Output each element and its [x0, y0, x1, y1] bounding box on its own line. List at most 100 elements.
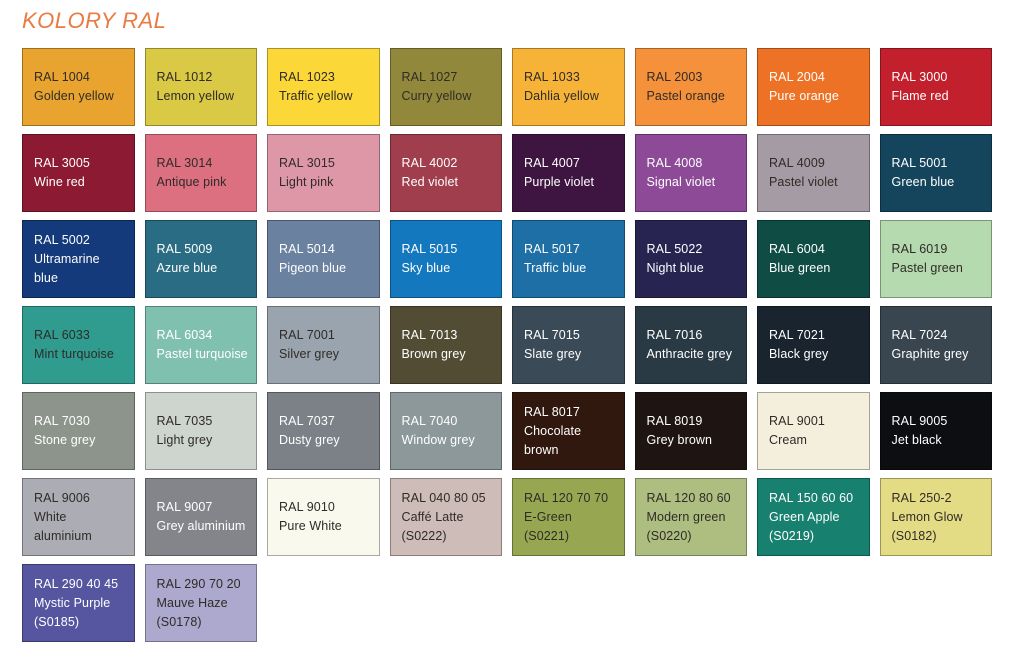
- swatch-code: RAL 7037: [279, 414, 335, 428]
- swatch-name: Pure orange: [769, 89, 839, 103]
- swatch-ral-9010: RAL 9010 Pure White: [267, 478, 380, 556]
- swatch-name: Caffé Latte: [401, 509, 464, 524]
- swatch-sub: (S0221): [524, 528, 570, 543]
- swatch-ral-1027: RAL 1027 Curry yellow: [389, 48, 502, 126]
- swatch-name: Traffic yellow: [279, 89, 353, 103]
- swatch-ral-7037: RAL 7037 Dusty grey: [267, 392, 380, 470]
- swatch-name: Night blue: [646, 261, 704, 275]
- swatch-name: Dusty grey: [279, 433, 340, 447]
- swatch-name: Mauve Haze: [156, 595, 228, 610]
- swatch-name: Signal violet: [646, 175, 716, 189]
- swatch-ral-1012: RAL 1012 Lemon yellow: [144, 48, 257, 126]
- swatch-name: Green blue: [891, 175, 955, 189]
- swatch-name: Mystic Purple: [34, 595, 111, 610]
- swatch-ral-2004: RAL 2004 Pure orange: [757, 48, 870, 126]
- swatch-ral-7030: RAL 7030 Stone grey: [22, 392, 135, 470]
- swatch-code: RAL 5014: [279, 242, 335, 256]
- swatch-ral-4007: RAL 4007 Purple violet: [512, 134, 625, 212]
- swatch-sub: (S0220): [646, 528, 692, 543]
- swatch-name: Cream: [769, 433, 808, 447]
- swatch-name: Light pink: [279, 175, 334, 189]
- swatch-sub: (S0185): [34, 614, 80, 629]
- swatch-name: Flame red: [891, 89, 949, 103]
- swatch-ral-7040: RAL 7040 Window grey: [389, 392, 502, 470]
- swatch-sub: (S0182): [891, 528, 937, 543]
- swatch-code: RAL 120 80 60: [646, 490, 731, 505]
- swatch-code: RAL 7015: [524, 328, 580, 342]
- swatch-ral-3005: RAL 3005 Wine red: [22, 134, 135, 212]
- swatch-ral-290-70-20: RAL 290 70 20 Mauve Haze (S0178): [144, 564, 257, 642]
- swatch-ral-7001: RAL 7001 Silver grey: [267, 306, 380, 384]
- swatch-ral-9007: RAL 9007 Grey aluminium: [144, 478, 257, 556]
- swatch-name: Jet black: [891, 433, 942, 447]
- swatch-name: Pastel green: [891, 261, 963, 275]
- swatch-code: RAL 2003: [646, 70, 703, 84]
- swatch-code: RAL 1033: [524, 70, 580, 84]
- swatch-code: RAL 5009: [156, 242, 213, 256]
- swatch-code: RAL 8019: [646, 414, 703, 428]
- swatch-code: RAL 6034: [156, 328, 213, 342]
- swatch-ral-5002: RAL 5002 Ultramarine blue: [22, 220, 135, 298]
- swatch-ral-5015: RAL 5015 Sky blue: [389, 220, 502, 298]
- swatch-ral-250-2: RAL 250-2 Lemon Glow (S0182): [879, 478, 992, 556]
- swatch-code: RAL 7013: [401, 328, 458, 342]
- swatch-code: RAL 5015: [401, 242, 458, 256]
- swatch-ral-6033: RAL 6033 Mint turquoise: [22, 306, 135, 384]
- swatch-ral-5017: RAL 5017 Traffic blue: [512, 220, 625, 298]
- swatch-ral-290-40-45: RAL 290 40 45 Mystic Purple (S0185): [22, 564, 135, 642]
- swatch-name: Grey aluminium: [156, 519, 246, 533]
- swatch-code: RAL 250-2: [891, 490, 952, 505]
- swatch-code: RAL 3014: [156, 156, 213, 170]
- swatch-code: RAL 7030: [34, 414, 90, 428]
- swatch-name: White aluminium: [34, 509, 92, 543]
- swatch-name: Ultramarine blue: [34, 251, 100, 285]
- swatch-ral-3000: RAL 3000 Flame red: [879, 48, 992, 126]
- page-title: KOLORY RAL: [22, 8, 167, 33]
- swatch-code: RAL 120 70 70: [524, 490, 609, 505]
- swatch-ral-7016: RAL 7016 Anthracite grey: [634, 306, 747, 384]
- swatch-code: RAL 6019: [891, 242, 948, 256]
- swatch-ral-3014: RAL 3014 Antique pink: [144, 134, 257, 212]
- swatch-name: Pastel orange: [646, 89, 725, 103]
- swatch-ral-1033: RAL 1033 Dahlia yellow: [512, 48, 625, 126]
- swatch-code: RAL 3015: [279, 156, 335, 170]
- swatch-code: RAL 9006: [34, 490, 90, 505]
- swatch-code: RAL 290 40 45: [34, 576, 119, 591]
- swatch-name: Wine red: [34, 175, 85, 189]
- swatch-code: RAL 1027: [401, 70, 458, 84]
- swatch-name: Sky blue: [401, 261, 451, 275]
- swatch-name: Stone grey: [34, 433, 96, 447]
- swatch-ral-4002: RAL 4002 Red violet: [389, 134, 502, 212]
- swatch-code: RAL 4002: [401, 156, 458, 170]
- swatch-name: Red violet: [401, 175, 459, 189]
- swatch-name: Chocolate brown: [524, 423, 582, 457]
- swatch-name: Lemon yellow: [156, 89, 235, 103]
- swatch-code: RAL 9005: [891, 414, 948, 428]
- swatch-ral-7024: RAL 7024 Graphite grey: [879, 306, 992, 384]
- swatch-ral-6019: RAL 6019 Pastel green: [879, 220, 992, 298]
- swatch-code: RAL 1004: [34, 70, 90, 84]
- swatch-name: Pastel turquoise: [156, 347, 248, 361]
- swatch-ral-150-60-60: RAL 150 60 60 Green Apple (S0219): [757, 478, 870, 556]
- swatch-ral-120-70-70: RAL 120 70 70 E-Green (S0221): [512, 478, 625, 556]
- swatch-sub: (S0219): [769, 528, 815, 543]
- swatch-ral-1023: RAL 1023 Traffic yellow: [267, 48, 380, 126]
- swatch-ral-4009: RAL 4009 Pastel violet: [757, 134, 870, 212]
- swatch-code: RAL 9010: [279, 500, 335, 514]
- swatch-code: RAL 3005: [34, 156, 90, 170]
- swatch-code: RAL 7040: [401, 414, 458, 428]
- swatch-name: Azure blue: [156, 261, 218, 275]
- swatch-grid: RAL 1004 Golden yellow RAL 1012 Lemon ye…: [22, 48, 992, 642]
- swatch-code: RAL 3000: [891, 70, 948, 84]
- swatch-code: RAL 6033: [34, 328, 90, 342]
- swatch-ral-5022: RAL 5022 Night blue: [634, 220, 747, 298]
- swatch-code: RAL 1023: [279, 70, 335, 84]
- swatch-name: Black grey: [769, 347, 829, 361]
- swatch-name: E-Green: [524, 509, 572, 524]
- swatch-ral-5001: RAL 5001 Green blue: [879, 134, 992, 212]
- swatch-ral-7015: RAL 7015 Slate grey: [512, 306, 625, 384]
- swatch-ral-1004: RAL 1004 Golden yellow: [22, 48, 135, 126]
- swatch-name: Slate grey: [524, 347, 582, 361]
- swatch-sub: (S0222): [401, 528, 447, 543]
